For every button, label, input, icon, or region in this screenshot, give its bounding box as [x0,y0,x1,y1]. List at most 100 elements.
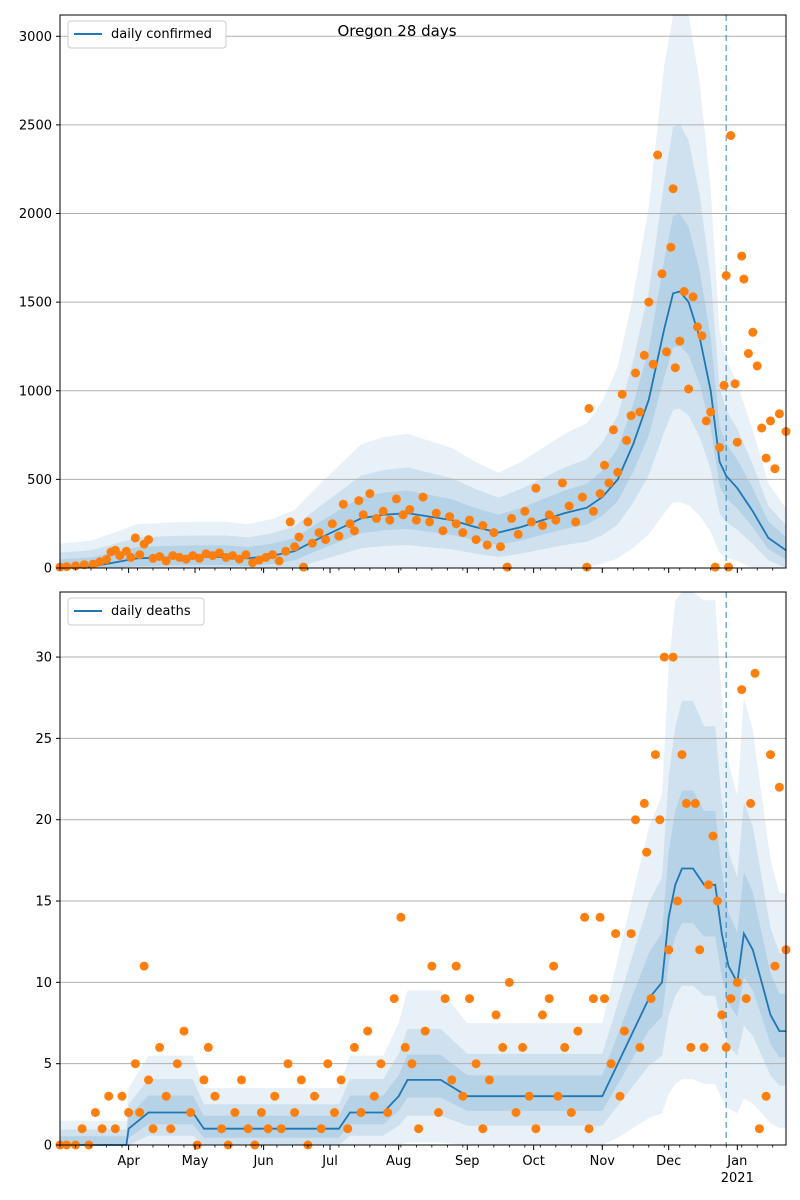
data-point [478,1124,488,1134]
data-point [274,556,284,566]
data-point [557,478,567,488]
y-tick-label: 25 [35,732,52,747]
data-point [588,994,598,1004]
data-point [148,1124,158,1134]
data-point [438,526,448,536]
data-point [588,506,598,516]
data-point [573,1026,583,1036]
deaths-axes-frame [59,591,787,1146]
data-point [161,1091,171,1101]
data-point [706,407,716,417]
data-point [194,553,204,563]
deaths-legend-box [67,597,205,626]
y-tick-label: 5 [44,1057,52,1072]
data-point [724,562,733,572]
data-point [228,551,238,561]
data-point [600,994,609,1004]
data-point [90,1108,100,1117]
data-point [766,750,775,760]
data-point [276,1124,286,1134]
x-tick-label: Dec [656,1154,681,1169]
data-point [471,535,481,545]
data-point [425,517,435,527]
data-point [358,510,368,520]
confirmed-y-ticks: 0 500 1000 1500 2000 2500 3000 [19,30,60,577]
data-point [626,411,636,421]
data-point [664,945,674,955]
data-point [662,347,671,357]
data-point [655,815,665,825]
uncertainty-band-3 [60,790,786,1145]
data-point [732,977,742,987]
x-tick-label: May [182,1154,209,1169]
uncertainty-band-1 [60,15,786,568]
data-point [580,912,590,922]
data-point [699,1042,709,1052]
data-point [356,1108,366,1117]
data-point [754,1124,764,1134]
data-point [294,532,304,542]
data-point [721,271,731,280]
data-point [531,483,541,493]
data-point [411,515,421,525]
y-tick-label: 10 [35,976,52,991]
data-point [726,994,736,1004]
data-point [290,542,300,552]
data-point [644,297,654,307]
data-point [79,560,89,570]
data-point [527,517,536,527]
data-point [766,416,775,426]
y-tick-label: 2000 [19,207,52,222]
data-point [389,994,399,1004]
confirmed-panel: 0 500 1000 1500 2000 2500 3000 daily confirmed… [19,14,791,577]
data-point [496,542,505,552]
data-point [210,1091,220,1101]
data-point [166,1124,176,1134]
data-point [650,750,660,760]
data-point [686,1042,696,1052]
data-point [770,961,780,971]
data-point [560,1042,570,1052]
data-point [338,499,348,509]
data-point [115,551,125,561]
deaths-legend-label: daily deaths [111,604,191,619]
data-point [695,945,705,955]
data-point [750,668,760,678]
data-point [270,1091,280,1101]
data-point [648,359,658,369]
data-point [619,1026,629,1036]
data-point [296,1075,306,1085]
data-point [241,550,251,560]
data-point [584,404,594,413]
data-point [130,533,140,543]
data-point [719,380,729,390]
data-point [737,685,747,695]
data-point [465,515,474,525]
y-tick-label: 0 [44,1139,52,1154]
data-point [595,912,605,922]
data-point [659,652,669,662]
data-point [507,513,516,523]
data-point [440,994,450,1004]
confirmed-legend: daily confirmed [67,20,227,49]
confirmed-axes-frame [59,14,787,569]
data-point [726,131,736,140]
data-point [677,750,687,760]
data-point [551,515,561,525]
data-point [161,556,171,566]
data-point [130,1059,140,1069]
data-point [135,550,145,560]
data-point [491,1010,501,1020]
data-point [345,519,355,529]
data-point [690,798,700,808]
data-point [681,798,691,808]
x-tick-label: Oct [522,1154,544,1169]
data-point [670,363,680,373]
data-point [405,505,415,514]
data-point [730,379,740,389]
data-point [155,552,165,561]
data-point [600,460,609,470]
data-point [595,489,605,499]
data-point [398,510,408,520]
data-point [117,1091,127,1101]
